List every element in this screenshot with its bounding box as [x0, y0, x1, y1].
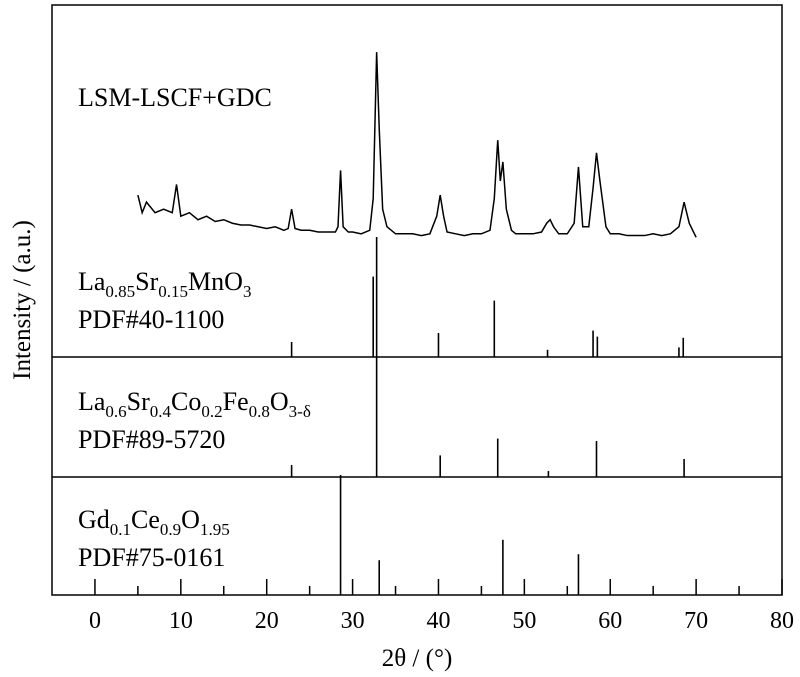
formula-element: Co	[171, 387, 201, 416]
x-axis-label: 2θ / (°)	[382, 645, 453, 672]
x-tick-label: 70	[684, 608, 708, 634]
x-tick-label: 0	[89, 608, 101, 634]
x-tick-label: 40	[426, 608, 450, 634]
reference-pdf: PDF#75-0161	[78, 543, 225, 572]
formula-element: O	[270, 387, 289, 416]
formula-subscript: 0.8	[249, 402, 270, 421]
formula-element: O	[181, 505, 200, 534]
formula-element: Gd	[78, 505, 110, 534]
formula-subscript: 0.1	[110, 520, 131, 539]
formula-element: La	[78, 267, 106, 296]
formula-subscript: 1.95	[200, 520, 230, 539]
formula-subscript: 0.85	[105, 282, 135, 301]
formula-subscript: 0.2	[201, 402, 222, 421]
reference-formula: La0.85Sr0.15MnO3	[78, 267, 251, 301]
formula-subscript: 3-δ	[289, 402, 311, 421]
reference-formula: La0.6Sr0.4Co0.2Fe0.8O3-δ	[78, 387, 311, 421]
formula-element: Ce	[131, 505, 160, 534]
formula-subscript: 0.15	[158, 282, 188, 301]
formula-subscript: 0.6	[105, 402, 126, 421]
formula-element: La	[78, 387, 106, 416]
reference-pdf: PDF#40-1100	[78, 305, 224, 334]
series-label: LSM-LSCF+GDC	[78, 83, 272, 112]
formula-subscript: 3	[243, 282, 252, 301]
x-tick-label: 30	[341, 608, 365, 634]
x-tick-label: 80	[770, 608, 794, 634]
reference-pdf: PDF#89-5720	[78, 425, 225, 454]
formula-element: MnO	[188, 267, 243, 296]
formula-element: Sr	[127, 387, 150, 416]
formula-element: Sr	[135, 267, 158, 296]
xrd-pattern	[137, 52, 697, 238]
x-tick-label: 60	[598, 608, 622, 634]
x-tick-label: 50	[512, 608, 536, 634]
y-axis-label: Intensity / (a.u.)	[9, 220, 36, 380]
formula-element: Fe	[223, 387, 249, 416]
reference-formula: Gd0.1Ce0.9O1.95	[78, 505, 230, 539]
formula-subscript: 0.9	[160, 520, 181, 539]
x-tick-label: 20	[255, 608, 279, 634]
x-tick-label: 10	[169, 608, 193, 634]
formula-subscript: 0.4	[150, 402, 172, 421]
plot-frame	[51, 4, 783, 596]
